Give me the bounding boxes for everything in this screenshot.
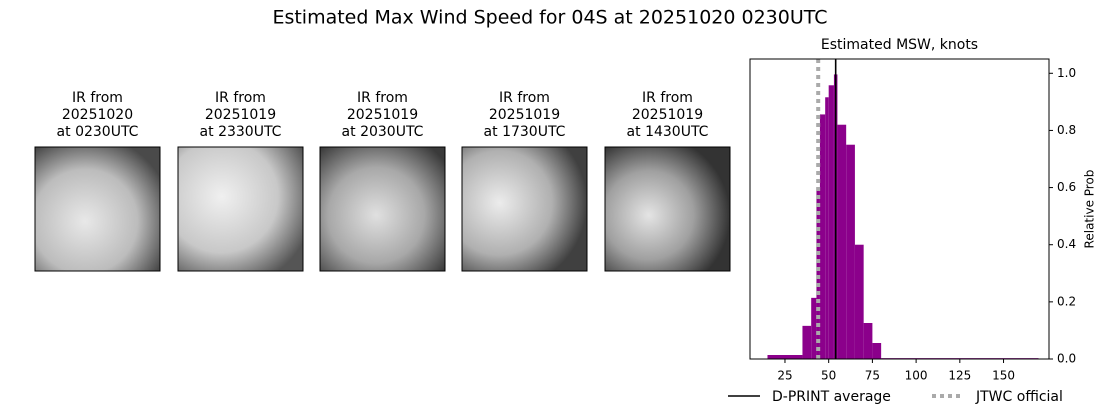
bar [811, 297, 817, 359]
bar [767, 355, 803, 359]
x-tick-label: 50 [821, 369, 836, 383]
ir-image [604, 146, 731, 272]
x-tick-label: 100 [905, 369, 928, 383]
legend-label: D-PRINT average [772, 389, 891, 405]
chart-title: Estimated MSW, knots [821, 37, 978, 53]
panel-title: IR from [642, 90, 693, 106]
bar [816, 187, 820, 359]
bar [854, 244, 864, 359]
panel-title: at 2030UTC [342, 124, 424, 140]
panel-title: IR from [72, 90, 123, 106]
y-tick-label: 1.0 [1057, 66, 1076, 80]
panel-title: 20251019 [205, 107, 276, 123]
panel-title: 20251019 [347, 107, 418, 123]
y-tick-label: 0.4 [1057, 237, 1076, 251]
bar [802, 325, 812, 359]
panel-title: at 1730UTC [484, 124, 566, 140]
x-tick-label: 25 [777, 369, 792, 383]
ir-image [177, 146, 304, 272]
bar [837, 124, 847, 359]
ir-images [34, 146, 731, 272]
bar [819, 114, 826, 359]
x-tick-label: 150 [992, 369, 1015, 383]
legend-label: JTWC official [975, 389, 1063, 405]
bar [828, 85, 834, 360]
axes-frame [749, 58, 1050, 360]
bar [863, 323, 873, 359]
y-tick-label: 0.2 [1057, 294, 1076, 308]
bar [846, 144, 855, 359]
panel-title: 20251019 [632, 107, 703, 123]
y-tick-label: 0.6 [1057, 180, 1076, 194]
x-tick-label: 125 [948, 369, 971, 383]
y-tick-label: 0.8 [1057, 123, 1076, 137]
panel-title: 20251019 [489, 107, 560, 123]
panel-title: at 1430UTC [627, 124, 709, 140]
bar [825, 97, 829, 360]
ir-image [319, 146, 446, 272]
ir-image [461, 146, 588, 272]
panel-title: IR from [499, 90, 550, 106]
y-axis-label: Relative Prob [1083, 170, 1097, 249]
bar [872, 343, 882, 359]
panel-title: IR from [357, 90, 408, 106]
ir-image [34, 146, 161, 272]
panel-title: at 0230UTC [57, 124, 139, 140]
panel-title: IR from [215, 90, 266, 106]
y-tick-label: 0.0 [1057, 352, 1076, 366]
panel-title: 20251020 [62, 107, 133, 123]
panel-title: at 2330UTC [200, 124, 282, 140]
figure-title: Estimated Max Wind Speed for 04S at 2025… [272, 7, 827, 29]
x-tick-label: 75 [865, 369, 880, 383]
